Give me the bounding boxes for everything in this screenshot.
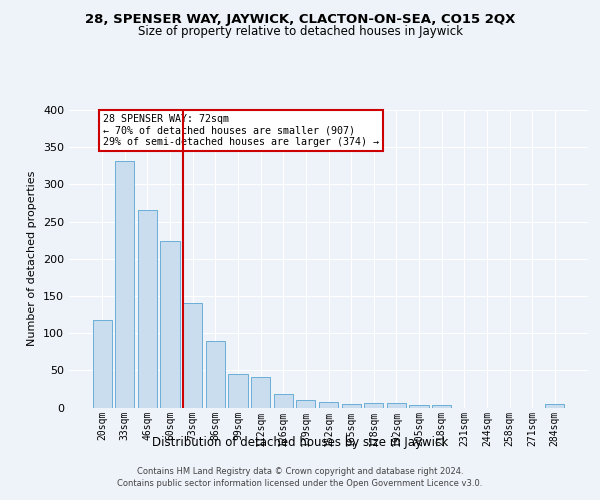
Bar <box>319 402 338 407</box>
Y-axis label: Number of detached properties: Number of detached properties <box>28 171 37 346</box>
Bar <box>387 403 406 407</box>
Bar <box>409 406 428 407</box>
Bar <box>138 210 157 408</box>
Bar <box>296 400 316 407</box>
Bar <box>364 403 383 407</box>
Bar <box>115 160 134 408</box>
Text: 28, SPENSER WAY, JAYWICK, CLACTON-ON-SEA, CO15 2QX: 28, SPENSER WAY, JAYWICK, CLACTON-ON-SEA… <box>85 12 515 26</box>
Bar <box>206 340 225 407</box>
Text: Size of property relative to detached houses in Jaywick: Size of property relative to detached ho… <box>137 25 463 38</box>
Bar <box>274 394 293 407</box>
Bar <box>432 406 451 407</box>
Bar <box>545 404 565 407</box>
Text: 28 SPENSER WAY: 72sqm
← 70% of detached houses are smaller (907)
29% of semi-det: 28 SPENSER WAY: 72sqm ← 70% of detached … <box>103 114 379 147</box>
Text: Distribution of detached houses by size in Jaywick: Distribution of detached houses by size … <box>152 436 448 449</box>
Bar <box>251 377 270 408</box>
Bar <box>183 302 202 408</box>
Bar <box>92 320 112 408</box>
Bar <box>341 404 361 407</box>
Bar <box>229 374 248 408</box>
Text: Contains HM Land Registry data © Crown copyright and database right 2024.
Contai: Contains HM Land Registry data © Crown c… <box>118 466 482 487</box>
Bar <box>160 241 180 408</box>
